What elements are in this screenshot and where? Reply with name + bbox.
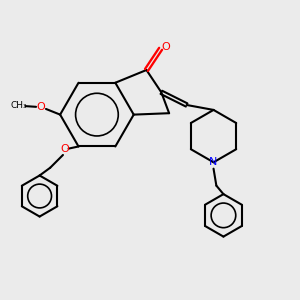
Text: CH₃: CH₃ (10, 101, 27, 110)
Text: O: O (60, 144, 69, 154)
Text: N: N (209, 157, 218, 167)
Text: O: O (161, 42, 170, 52)
Text: O: O (37, 102, 45, 112)
